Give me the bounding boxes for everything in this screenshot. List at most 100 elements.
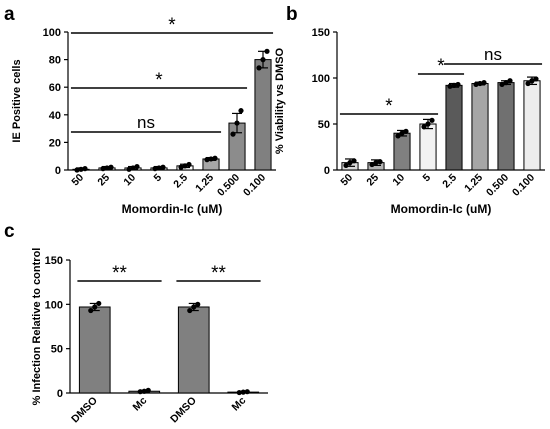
data-point [451,82,457,88]
data-point [92,304,98,310]
data-point [395,133,401,139]
bar [445,84,463,171]
data-point [481,80,487,86]
data-point [525,80,531,87]
data-point [145,387,151,393]
y-tick-label: 20 [49,137,61,149]
data-point [234,120,240,126]
data-point [260,57,266,63]
bar [177,306,210,394]
data-point [137,389,143,395]
data-point [104,165,110,171]
data-point [96,300,102,307]
data-point [208,156,214,162]
significance-label: * [155,70,163,91]
y-tick-label: 50 [51,344,63,356]
data-point [141,388,147,394]
data-point [178,164,184,170]
data-point [186,161,192,168]
data-point [473,81,479,88]
data-point [126,166,132,172]
y-tick-label: 80 [49,55,61,67]
y-tick-label: 40 [49,110,61,122]
bar [497,82,515,171]
x-tick-label: 10 [121,172,138,189]
y-tick-label: 100 [312,73,330,85]
x-tick-label: 5 [421,172,434,185]
data-point [182,163,188,169]
data-point [373,160,379,166]
significance-label: ** [112,263,127,284]
significance-label: ns [137,113,155,132]
data-point [403,128,409,134]
data-point [429,117,435,123]
y-tick-label: 100 [45,299,63,311]
data-point [100,166,106,172]
data-point [503,80,509,86]
x-tick-label: DMSO [69,395,100,426]
significance-label: * [168,15,176,36]
x-tick-label: 10 [390,172,407,189]
data-point [88,307,94,314]
bar [419,123,437,171]
bar [78,306,111,394]
y-tick-label: 100 [43,27,61,39]
data-point [351,158,357,164]
data-point [455,81,461,88]
data-point [238,108,244,114]
panel-letter-a: a [4,4,15,25]
data-point [74,167,80,173]
data-point [134,163,140,170]
bar [471,83,489,171]
significance-label: * [437,56,445,77]
data-point [264,48,270,54]
data-point [78,166,84,172]
bar [523,80,541,171]
y-tick-label: 50 [318,119,330,131]
data-point [108,164,114,170]
data-point [191,304,197,310]
x-tick-label: 0.100 [510,172,537,199]
data-point [369,161,375,168]
data-point [152,166,158,172]
data-point [499,81,505,88]
y-axis-label: % Infection Relative to control [31,248,43,406]
data-point [425,121,431,127]
data-point [130,165,136,171]
data-point [236,389,242,396]
y-axis-label: % Viability vs DMSO [274,47,286,154]
data-point [244,389,250,395]
data-point [187,307,193,314]
y-axis-label: IE Positive cells [11,59,23,142]
x-tick-label: 1.25 [193,172,216,195]
data-point [230,131,236,137]
data-point [347,160,353,166]
bar [393,132,411,171]
data-point [529,78,535,84]
significance-label: ns [484,45,502,64]
x-tick-label: DMSO [168,395,199,426]
x-tick-label: 5 [152,172,165,185]
panel-letter-c: c [4,221,15,242]
data-point [343,162,349,168]
x-tick-label: Mc [131,395,150,414]
y-tick-label: 0 [324,165,330,177]
y-tick-label: 0 [55,165,61,177]
data-point [160,164,166,170]
data-point [507,78,513,84]
data-point [447,83,453,89]
y-tick-label: 60 [49,82,61,94]
y-tick-label: 150 [312,27,330,39]
x-tick-label: 1.25 [462,172,485,195]
data-point [82,166,88,172]
y-tick-label: 0 [57,388,63,400]
x-tick-label: 25 [95,172,112,189]
significance-label: * [385,96,393,117]
x-tick-label: 0.500 [484,172,511,199]
data-point [156,165,162,171]
data-point [212,155,218,161]
y-tick-label: 150 [45,255,63,267]
chart-c: 0 50 100 150 DMSO Mc DMSO Mc % Infection Relativ… [31,248,268,426]
data-point [256,65,262,71]
